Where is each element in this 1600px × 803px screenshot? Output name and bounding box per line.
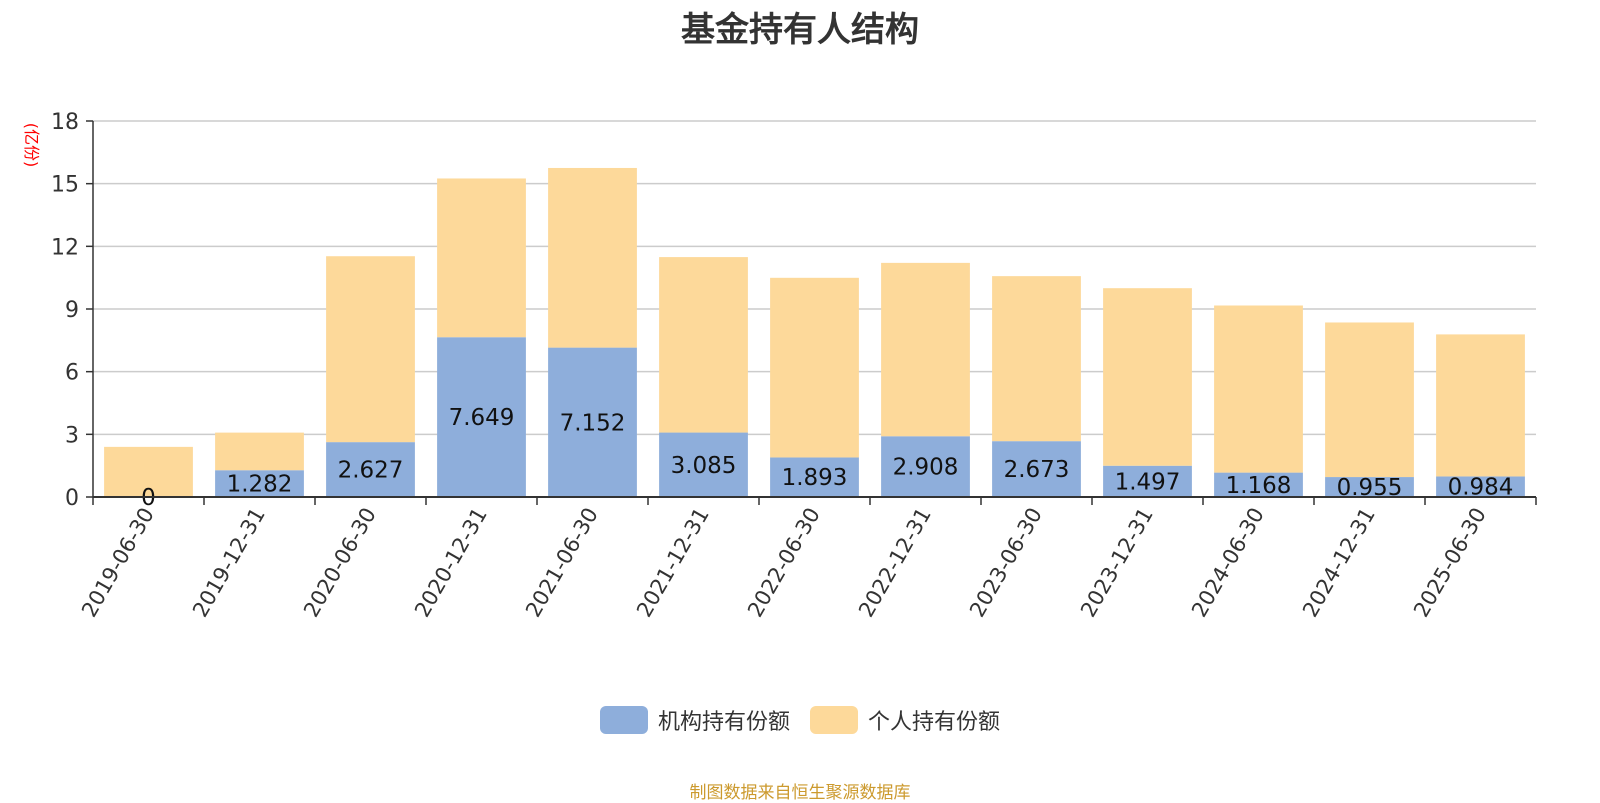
legend-label-individual: 个人持有份额 (868, 710, 1001, 735)
y-tick-label-5: 15 (51, 173, 79, 198)
bar-label-institutional-8: 2.673 (1004, 457, 1070, 483)
bar-individual-8 (992, 276, 1081, 442)
bar-institutional-11 (1325, 477, 1414, 497)
bar-individual-1 (215, 432, 304, 471)
bar-label-institutional-1: 1.282 (227, 472, 293, 498)
x-tick-label-5: 2021-12-31 (632, 504, 714, 622)
bar-label-institutional-7: 2.908 (893, 455, 959, 481)
x-tick-label-10: 2024-06-30 (1187, 504, 1269, 622)
bar-label-institutional-2: 2.627 (338, 458, 404, 484)
x-tick-label-9: 2023-12-31 (1076, 504, 1158, 622)
legend-item-institutional[interactable]: 机构持有份额 (599, 704, 790, 736)
y-tick-label-0: 0 (65, 486, 79, 511)
bar-individual-11 (1325, 322, 1414, 478)
bar-institutional-12 (1436, 476, 1525, 497)
x-tick-label-12: 2025-06-30 (1409, 504, 1491, 622)
bar-institutional-1 (215, 470, 304, 497)
bar-institutional-4 (548, 347, 637, 497)
bar-individual-2 (326, 256, 415, 443)
y-tick-label-2: 6 (65, 361, 79, 386)
bar-label-institutional-6: 1.893 (782, 465, 848, 491)
bar-label-institutional-5: 3.085 (671, 453, 737, 479)
legend-swatch-individual (810, 706, 858, 734)
bar-individual-0 (104, 446, 193, 497)
legend-item-individual[interactable]: 个人持有份额 (810, 704, 1000, 736)
bar-individual-12 (1436, 334, 1525, 477)
bar-label-institutional-9: 1.497 (1115, 469, 1181, 495)
bar-institutional-6 (770, 457, 859, 497)
legend-swatch-institutional (599, 706, 648, 734)
y-tick-label-1: 3 (65, 423, 79, 448)
bar-label-institutional-10: 1.168 (1226, 473, 1292, 499)
bar-institutional-8 (992, 441, 1081, 497)
bar-label-institutional-4: 7.152 (560, 410, 626, 436)
y-axis-unit-label: (亿份) (22, 123, 41, 168)
y-tick-label-4: 12 (51, 235, 79, 260)
bar-individual-10 (1214, 305, 1303, 473)
source-note: 制图数据来自恒生聚源数据库 (689, 783, 911, 803)
bar-individual-4 (548, 167, 637, 348)
bar-individual-3 (437, 178, 526, 338)
x-tick-label-8: 2023-06-30 (965, 504, 1047, 622)
bar-institutional-2 (326, 442, 415, 497)
bar-institutional-3 (437, 337, 526, 497)
bar-individual-9 (1103, 288, 1192, 466)
x-tick-label-1: 2019-12-31 (188, 504, 270, 622)
x-tick-label-4: 2021-06-30 (521, 504, 603, 622)
bar-institutional-7 (881, 436, 970, 497)
chart-title: 基金持有人结构 (681, 10, 919, 50)
x-tick-label-6: 2022-06-30 (743, 504, 825, 622)
bar-institutional-5 (659, 432, 748, 497)
legend: 机构持有份额 个人持有份额 (0, 704, 1600, 736)
x-tick-label-0: 2019-06-30 (77, 504, 159, 622)
bar-individual-7 (881, 262, 970, 437)
x-tick-label-7: 2022-12-31 (854, 504, 936, 622)
bar-label-institutional-3: 7.649 (449, 405, 515, 431)
bar-institutional-10 (1214, 472, 1303, 497)
bar-institutional-9 (1103, 465, 1192, 497)
y-tick-label-3: 9 (65, 298, 79, 323)
x-tick-label-2: 2020-06-30 (299, 504, 381, 622)
bar-individual-6 (770, 277, 859, 458)
x-tick-label-3: 2020-12-31 (410, 504, 492, 622)
legend-label-institutional: 机构持有份额 (657, 710, 790, 735)
bar-individual-5 (659, 257, 748, 433)
y-tick-label-6: 18 (51, 110, 79, 135)
x-tick-label-11: 2024-12-31 (1298, 504, 1380, 622)
